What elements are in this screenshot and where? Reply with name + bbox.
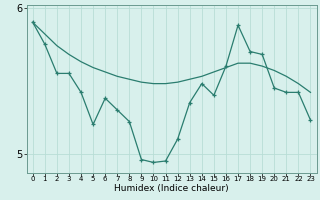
- X-axis label: Humidex (Indice chaleur): Humidex (Indice chaleur): [114, 184, 229, 193]
